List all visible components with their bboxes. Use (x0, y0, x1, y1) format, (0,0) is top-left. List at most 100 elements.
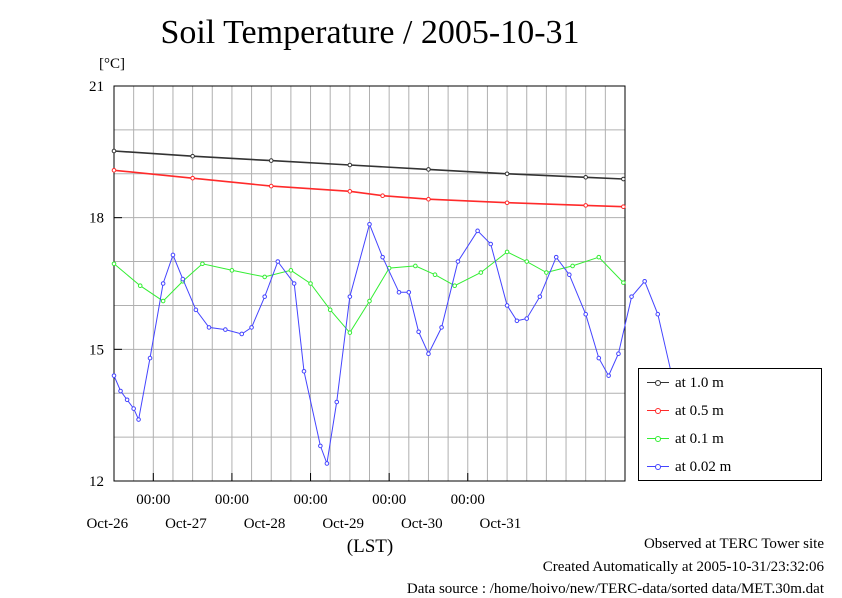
data-point (223, 327, 228, 332)
y-axis-unit-label: [°C] (99, 56, 125, 72)
y-tick-label: 21 (89, 79, 104, 95)
data-point (514, 318, 520, 324)
data-point (347, 330, 353, 335)
series-at-0-02-m (111, 221, 697, 466)
data-point (406, 289, 412, 295)
data-point (655, 311, 661, 317)
x-date-label: Oct-31 (480, 516, 522, 532)
x-tick-time-label: 00:00 (215, 492, 249, 508)
y-tick-label: 15 (89, 342, 104, 358)
data-point (190, 153, 195, 159)
data-point (160, 298, 166, 304)
legend-swatch-01m (647, 435, 669, 443)
legend-label-002m: at 0.02 m (675, 458, 732, 475)
x-date-label: Oct-29 (322, 516, 364, 532)
data-point (131, 406, 136, 411)
legend-label-01m: at 0.1 m (675, 430, 724, 447)
data-point (334, 399, 340, 405)
data-point (413, 263, 418, 269)
data-point (426, 196, 431, 202)
data-point (596, 254, 602, 260)
data-point (347, 189, 353, 194)
legend-item-05m: at 0.5 m (647, 401, 724, 421)
data-point (432, 272, 438, 278)
data-point (206, 325, 212, 330)
data-point (380, 193, 385, 199)
data-point (367, 221, 372, 227)
legend-swatch-1m (647, 379, 669, 387)
data-point (616, 351, 621, 357)
data-point (347, 162, 353, 168)
chart-legend: at 1.0 m at 0.5 m at 0.1 m at 0.02 m (638, 368, 822, 481)
data-point (327, 307, 333, 313)
data-point (347, 294, 353, 299)
x-axis-title: (LST) (347, 536, 393, 557)
x-date-label: Oct-30 (401, 516, 443, 532)
data-point (262, 274, 267, 280)
data-point (524, 259, 530, 264)
legend-label-05m: at 0.5 m (675, 402, 724, 419)
data-point (426, 167, 431, 172)
data-point (504, 249, 510, 255)
data-point (583, 203, 588, 208)
data-point (621, 280, 626, 285)
data-point (642, 279, 647, 284)
legend-item-002m: at 0.02 m (647, 457, 731, 477)
data-point (544, 270, 549, 275)
data-point (570, 263, 575, 269)
x-tick-time-label: 00:00 (136, 492, 170, 508)
data-point (567, 272, 572, 278)
data-point (200, 261, 205, 267)
data-point (111, 261, 117, 267)
data-point (137, 283, 143, 288)
data-point (553, 254, 559, 260)
series-at-0-1-m (111, 249, 626, 335)
data-point (439, 325, 444, 330)
data-point (524, 316, 530, 321)
data-point (118, 388, 123, 394)
data-point (249, 325, 254, 330)
legend-item-1m: at 1.0 m (647, 373, 724, 393)
data-point (426, 351, 431, 357)
data-point (380, 254, 385, 260)
data-point (190, 175, 195, 181)
y-tick-label: 12 (89, 474, 104, 490)
footer-created-note: Created Automatically at 2005-10-31/23:3… (542, 559, 824, 575)
data-point (537, 294, 543, 299)
y-tick-label: 18 (89, 211, 104, 227)
data-point (416, 329, 421, 335)
data-point (136, 417, 141, 422)
x-date-label: Oct-26 (86, 516, 128, 532)
x-tick-time-label: 00:00 (372, 492, 406, 508)
data-point (111, 148, 117, 154)
legend-swatch-002m (647, 463, 669, 471)
data-point (478, 270, 484, 275)
data-point (318, 443, 323, 449)
data-point (268, 183, 274, 189)
data-point (291, 281, 297, 286)
x-date-label: Oct-27 (165, 516, 207, 532)
data-point (308, 281, 313, 286)
data-point (475, 228, 480, 234)
data-point (488, 241, 493, 247)
footer-site-note: Observed at TERC Tower site (643, 536, 824, 552)
data-point (583, 174, 588, 180)
data-point (288, 268, 294, 273)
data-point (170, 252, 176, 258)
series-at-1-0-m (111, 148, 626, 182)
data-point (606, 373, 611, 378)
data-point (629, 294, 634, 299)
data-point (147, 355, 153, 361)
chart-title: Soil Temperature / 2005-10-31 (160, 14, 580, 51)
data-point (111, 167, 117, 173)
series-at-0-5-m (111, 167, 626, 209)
x-tick-time-label: 00:00 (293, 492, 327, 508)
legend-swatch-05m (647, 407, 669, 415)
series-line (113, 150, 624, 180)
data-point (160, 281, 166, 286)
data-point (111, 373, 117, 378)
data-point (268, 158, 274, 163)
data-point (504, 303, 510, 308)
data-point (324, 461, 330, 466)
